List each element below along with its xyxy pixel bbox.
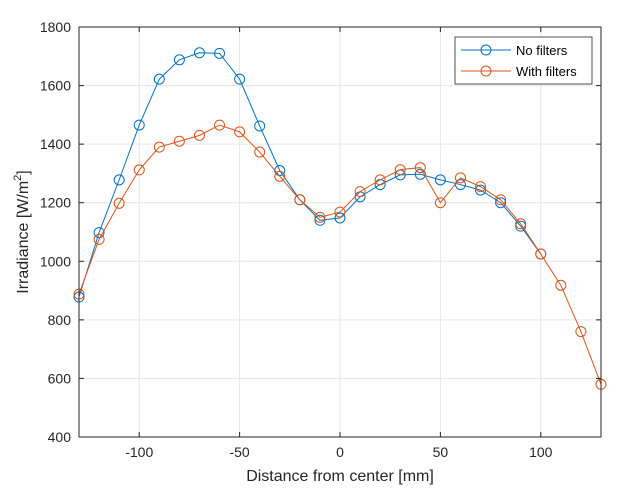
data-point-with-filters [535, 248, 547, 260]
y-tick-label: 1200 [40, 195, 71, 211]
y-tick-label: 1000 [40, 253, 71, 269]
series-layer [73, 47, 607, 390]
data-point-with-filters [334, 206, 346, 218]
series-with-filters [73, 119, 607, 390]
data-point-no-filters [113, 174, 125, 186]
data-point-with-filters [294, 194, 306, 206]
data-point-no-filters [254, 120, 266, 132]
data-point-with-filters [434, 197, 446, 209]
data-point-no-filters [133, 119, 145, 131]
x-tick-label: 100 [529, 444, 553, 460]
data-point-with-filters [515, 218, 527, 230]
data-point-no-filters [495, 197, 507, 209]
data-point-with-filters [314, 211, 326, 223]
data-point-with-filters [374, 174, 386, 186]
y-tick-label: 1400 [40, 136, 71, 152]
data-point-with-filters [555, 279, 567, 291]
y-axis-label-main: Irradiance [W/m [15, 181, 32, 294]
y-tick-label: 600 [48, 370, 72, 386]
data-point-no-filters [515, 220, 527, 232]
data-point-no-filters [314, 214, 326, 226]
data-point-with-filters [214, 119, 226, 131]
data-point-with-filters [173, 135, 185, 147]
legend-label-with-filters: With filters [516, 64, 577, 79]
legend: No filters With filters [454, 36, 593, 85]
data-point-with-filters [575, 326, 587, 338]
series-line-no-filters [78, 52, 542, 298]
y-tick-label: 800 [48, 312, 72, 328]
data-point-with-filters [454, 172, 466, 184]
legend-box [454, 36, 593, 85]
legend-marker-with-filters [480, 65, 492, 77]
data-point-no-filters [414, 168, 426, 180]
data-point-with-filters [475, 181, 487, 193]
data-point-no-filters [153, 73, 165, 85]
y-axis-label: Irradiance [W/m2] [12, 170, 32, 294]
legend-marker-no-filters [480, 44, 492, 56]
data-point-with-filters [133, 164, 145, 176]
y-tick-label: 400 [48, 429, 72, 445]
data-point-with-filters [394, 164, 406, 176]
x-tick-label: 0 [336, 444, 344, 460]
x-tick-label: 50 [433, 444, 449, 460]
data-point-with-filters [274, 170, 286, 182]
data-point-with-filters [93, 233, 105, 245]
data-point-with-filters [254, 146, 266, 158]
legend-label-no-filters: No filters [516, 43, 568, 58]
data-point-no-filters [434, 174, 446, 186]
data-point-no-filters [93, 227, 105, 239]
data-point-no-filters [214, 47, 226, 59]
grid-lines [79, 26, 601, 438]
x-tick-label: -50 [229, 444, 249, 460]
data-point-with-filters [153, 141, 165, 153]
data-point-with-filters [495, 194, 507, 206]
y-tick-label: 1600 [40, 78, 71, 94]
x-axis-label: Distance from center [mm] [246, 468, 434, 485]
y-axis-label-superscript: 2 [12, 175, 24, 181]
data-point-with-filters [193, 129, 205, 141]
data-point-with-filters [414, 162, 426, 174]
axis-ticks: -100 -50 0 50 100 400 600 800 1000 1200 1400 1600 18… [40, 19, 601, 460]
data-point-with-filters [113, 197, 125, 209]
x-tick-label: -100 [125, 444, 153, 460]
series-line-with-filters [78, 124, 602, 385]
data-point-with-filters [354, 186, 366, 198]
y-axis-label-end: ] [15, 170, 32, 174]
data-point-no-filters [334, 212, 346, 224]
data-point-with-filters [234, 126, 246, 138]
data-point-no-filters [234, 73, 246, 85]
data-point-no-filters [193, 47, 205, 59]
y-tick-label: 1800 [40, 19, 71, 35]
data-point-no-filters [173, 54, 185, 66]
